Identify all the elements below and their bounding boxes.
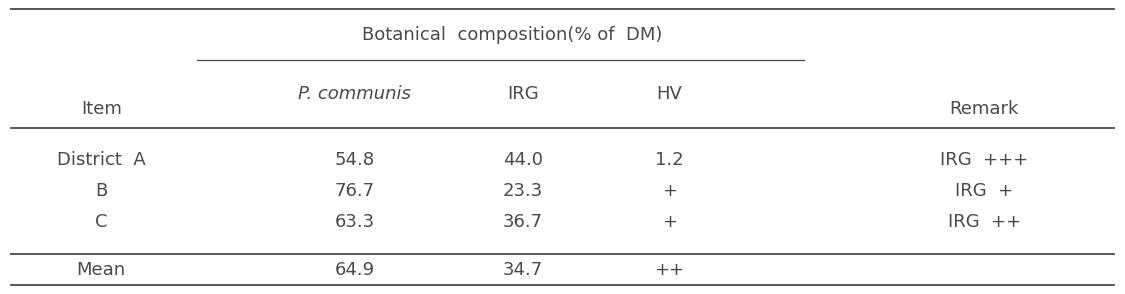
Text: 63.3: 63.3 xyxy=(334,213,375,231)
Text: Botanical  composition(% of  DM): Botanical composition(% of DM) xyxy=(362,26,662,44)
Text: Item: Item xyxy=(81,100,122,118)
Text: Mean: Mean xyxy=(76,260,126,279)
Text: 23.3: 23.3 xyxy=(503,182,543,200)
Text: B: B xyxy=(96,182,107,200)
Text: 44.0: 44.0 xyxy=(503,151,543,169)
Text: +: + xyxy=(662,182,677,200)
Text: ++: ++ xyxy=(655,260,684,279)
Text: 64.9: 64.9 xyxy=(334,260,375,279)
Text: +: + xyxy=(662,213,677,231)
Text: IRG  +++: IRG +++ xyxy=(940,151,1028,169)
Text: IRG: IRG xyxy=(507,85,539,103)
Text: HV: HV xyxy=(657,85,682,103)
Text: IRG  +: IRG + xyxy=(955,182,1014,200)
Text: IRG  ++: IRG ++ xyxy=(947,213,1022,231)
Text: 1.2: 1.2 xyxy=(655,151,684,169)
Text: 54.8: 54.8 xyxy=(334,151,375,169)
Text: C: C xyxy=(94,213,108,231)
Text: 36.7: 36.7 xyxy=(503,213,543,231)
Text: 76.7: 76.7 xyxy=(334,182,375,200)
Text: Remark: Remark xyxy=(950,100,1019,118)
Text: P. communis: P. communis xyxy=(298,85,411,103)
Text: District  A: District A xyxy=(57,151,145,169)
Text: 34.7: 34.7 xyxy=(503,260,543,279)
